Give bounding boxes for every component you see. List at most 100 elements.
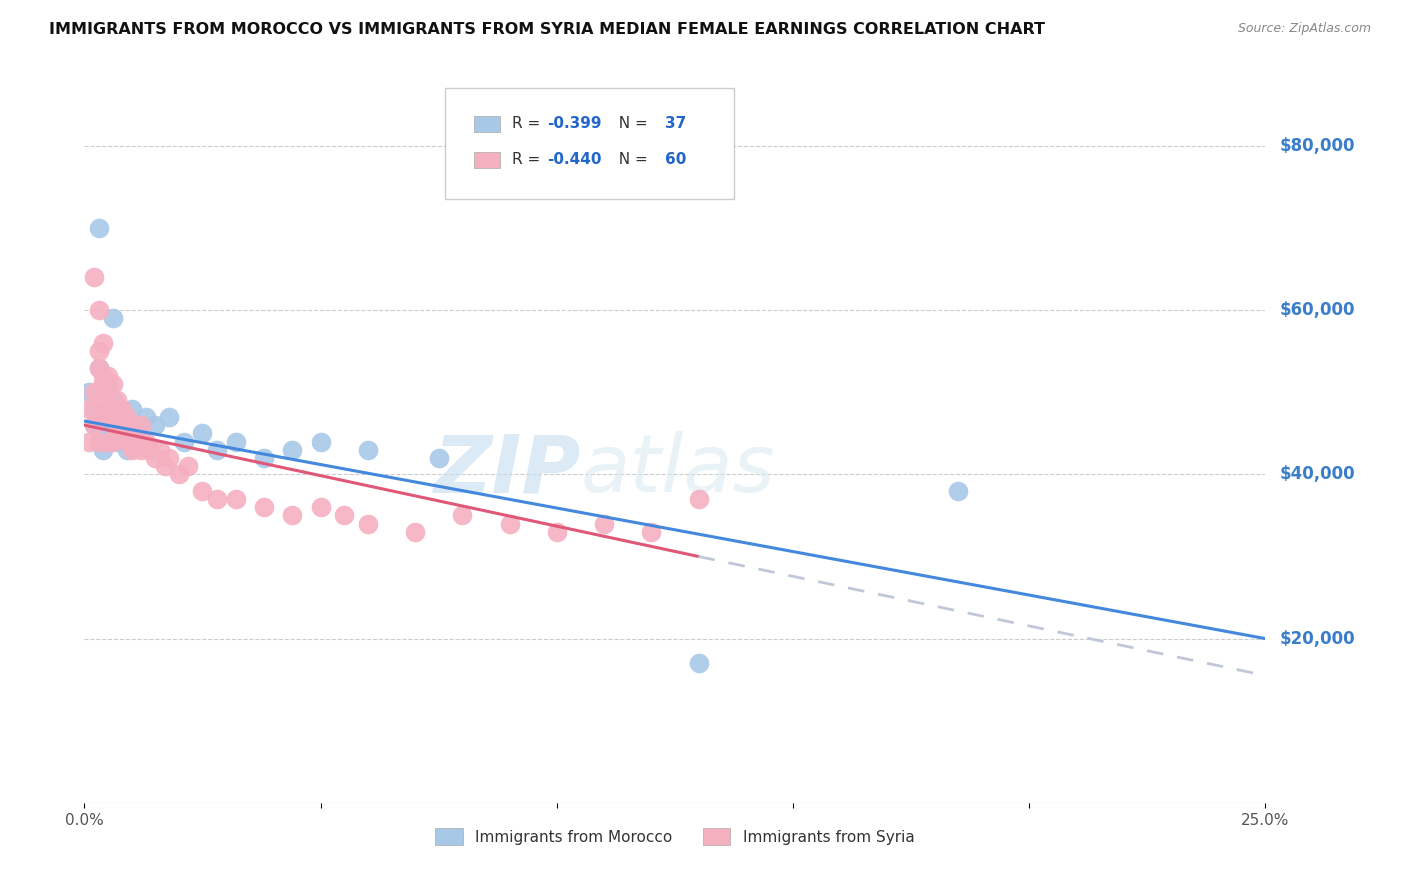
Point (640, 524, 662, 539)
Text: N =: N = (609, 153, 652, 168)
Point (157, 409, 180, 424)
Text: R =: R = (512, 153, 546, 168)
FancyBboxPatch shape (474, 116, 501, 132)
Point (688, 491, 710, 506)
Point (107, 426, 129, 441)
Point (333, 508, 356, 523)
Point (97, 385, 120, 400)
Point (87, 221, 110, 235)
Point (688, 657, 710, 671)
Point (101, 377, 124, 392)
Point (121, 434, 143, 449)
Point (948, 483, 970, 498)
Point (87, 434, 110, 449)
Point (115, 434, 138, 449)
Point (357, 442, 380, 457)
Point (115, 426, 138, 441)
Point (97, 401, 120, 416)
Text: 37: 37 (665, 116, 686, 131)
Point (281, 508, 304, 523)
Point (87, 344, 110, 359)
Point (111, 409, 134, 424)
Point (253, 450, 276, 465)
Point (143, 418, 166, 433)
Point (101, 393, 124, 408)
Point (87, 360, 110, 375)
Point (83, 385, 105, 400)
Point (149, 442, 172, 457)
Point (83, 270, 105, 285)
Point (83, 401, 105, 416)
Point (121, 401, 143, 416)
Text: -0.440: -0.440 (547, 153, 602, 168)
Point (91, 368, 114, 383)
Point (111, 426, 134, 441)
Point (191, 483, 214, 498)
Point (121, 442, 143, 457)
Point (107, 393, 129, 408)
Point (97, 434, 120, 449)
Point (115, 409, 138, 424)
Point (205, 442, 228, 457)
Point (191, 426, 214, 441)
Point (139, 442, 162, 457)
Point (97, 377, 120, 392)
Point (101, 434, 124, 449)
Point (167, 467, 190, 482)
Text: $80,000: $80,000 (1279, 137, 1355, 155)
Point (111, 418, 134, 433)
Point (125, 418, 148, 433)
Point (498, 516, 520, 531)
Point (125, 426, 148, 441)
Point (546, 524, 568, 539)
Point (593, 516, 616, 531)
Point (153, 459, 176, 474)
Point (115, 442, 138, 457)
Point (107, 434, 129, 449)
Point (97, 368, 120, 383)
Point (77, 434, 100, 449)
Point (121, 434, 143, 449)
Text: -0.399: -0.399 (547, 116, 602, 131)
Text: Source: ZipAtlas.com: Source: ZipAtlas.com (1237, 22, 1371, 36)
Point (83, 418, 105, 433)
Point (129, 418, 152, 433)
Point (101, 409, 124, 424)
Point (143, 450, 166, 465)
Point (404, 524, 426, 539)
Point (87, 303, 110, 318)
Point (157, 450, 180, 465)
Point (225, 491, 247, 506)
Point (451, 508, 474, 523)
Legend: Immigrants from Morocco, Immigrants from Syria: Immigrants from Morocco, Immigrants from… (427, 820, 922, 853)
Point (91, 377, 114, 392)
Point (87, 434, 110, 449)
Point (205, 491, 228, 506)
Point (173, 434, 195, 449)
Point (91, 336, 114, 351)
Point (309, 500, 332, 515)
Point (83, 418, 105, 433)
Point (91, 409, 114, 424)
Point (427, 450, 450, 465)
Point (135, 434, 157, 449)
Point (115, 418, 138, 433)
Point (87, 360, 110, 375)
Point (111, 401, 134, 416)
Text: N =: N = (609, 116, 652, 131)
Point (77, 385, 100, 400)
Text: 60: 60 (665, 153, 686, 168)
Text: atlas: atlas (581, 432, 775, 509)
Text: R =: R = (512, 116, 546, 131)
Point (281, 442, 304, 457)
Point (253, 500, 276, 515)
Text: $40,000: $40,000 (1279, 466, 1355, 483)
Point (107, 401, 129, 416)
Point (357, 516, 380, 531)
Point (101, 311, 124, 326)
Point (309, 434, 332, 449)
Point (129, 442, 152, 457)
Text: $60,000: $60,000 (1279, 301, 1355, 319)
Point (87, 393, 110, 408)
FancyBboxPatch shape (444, 87, 734, 200)
